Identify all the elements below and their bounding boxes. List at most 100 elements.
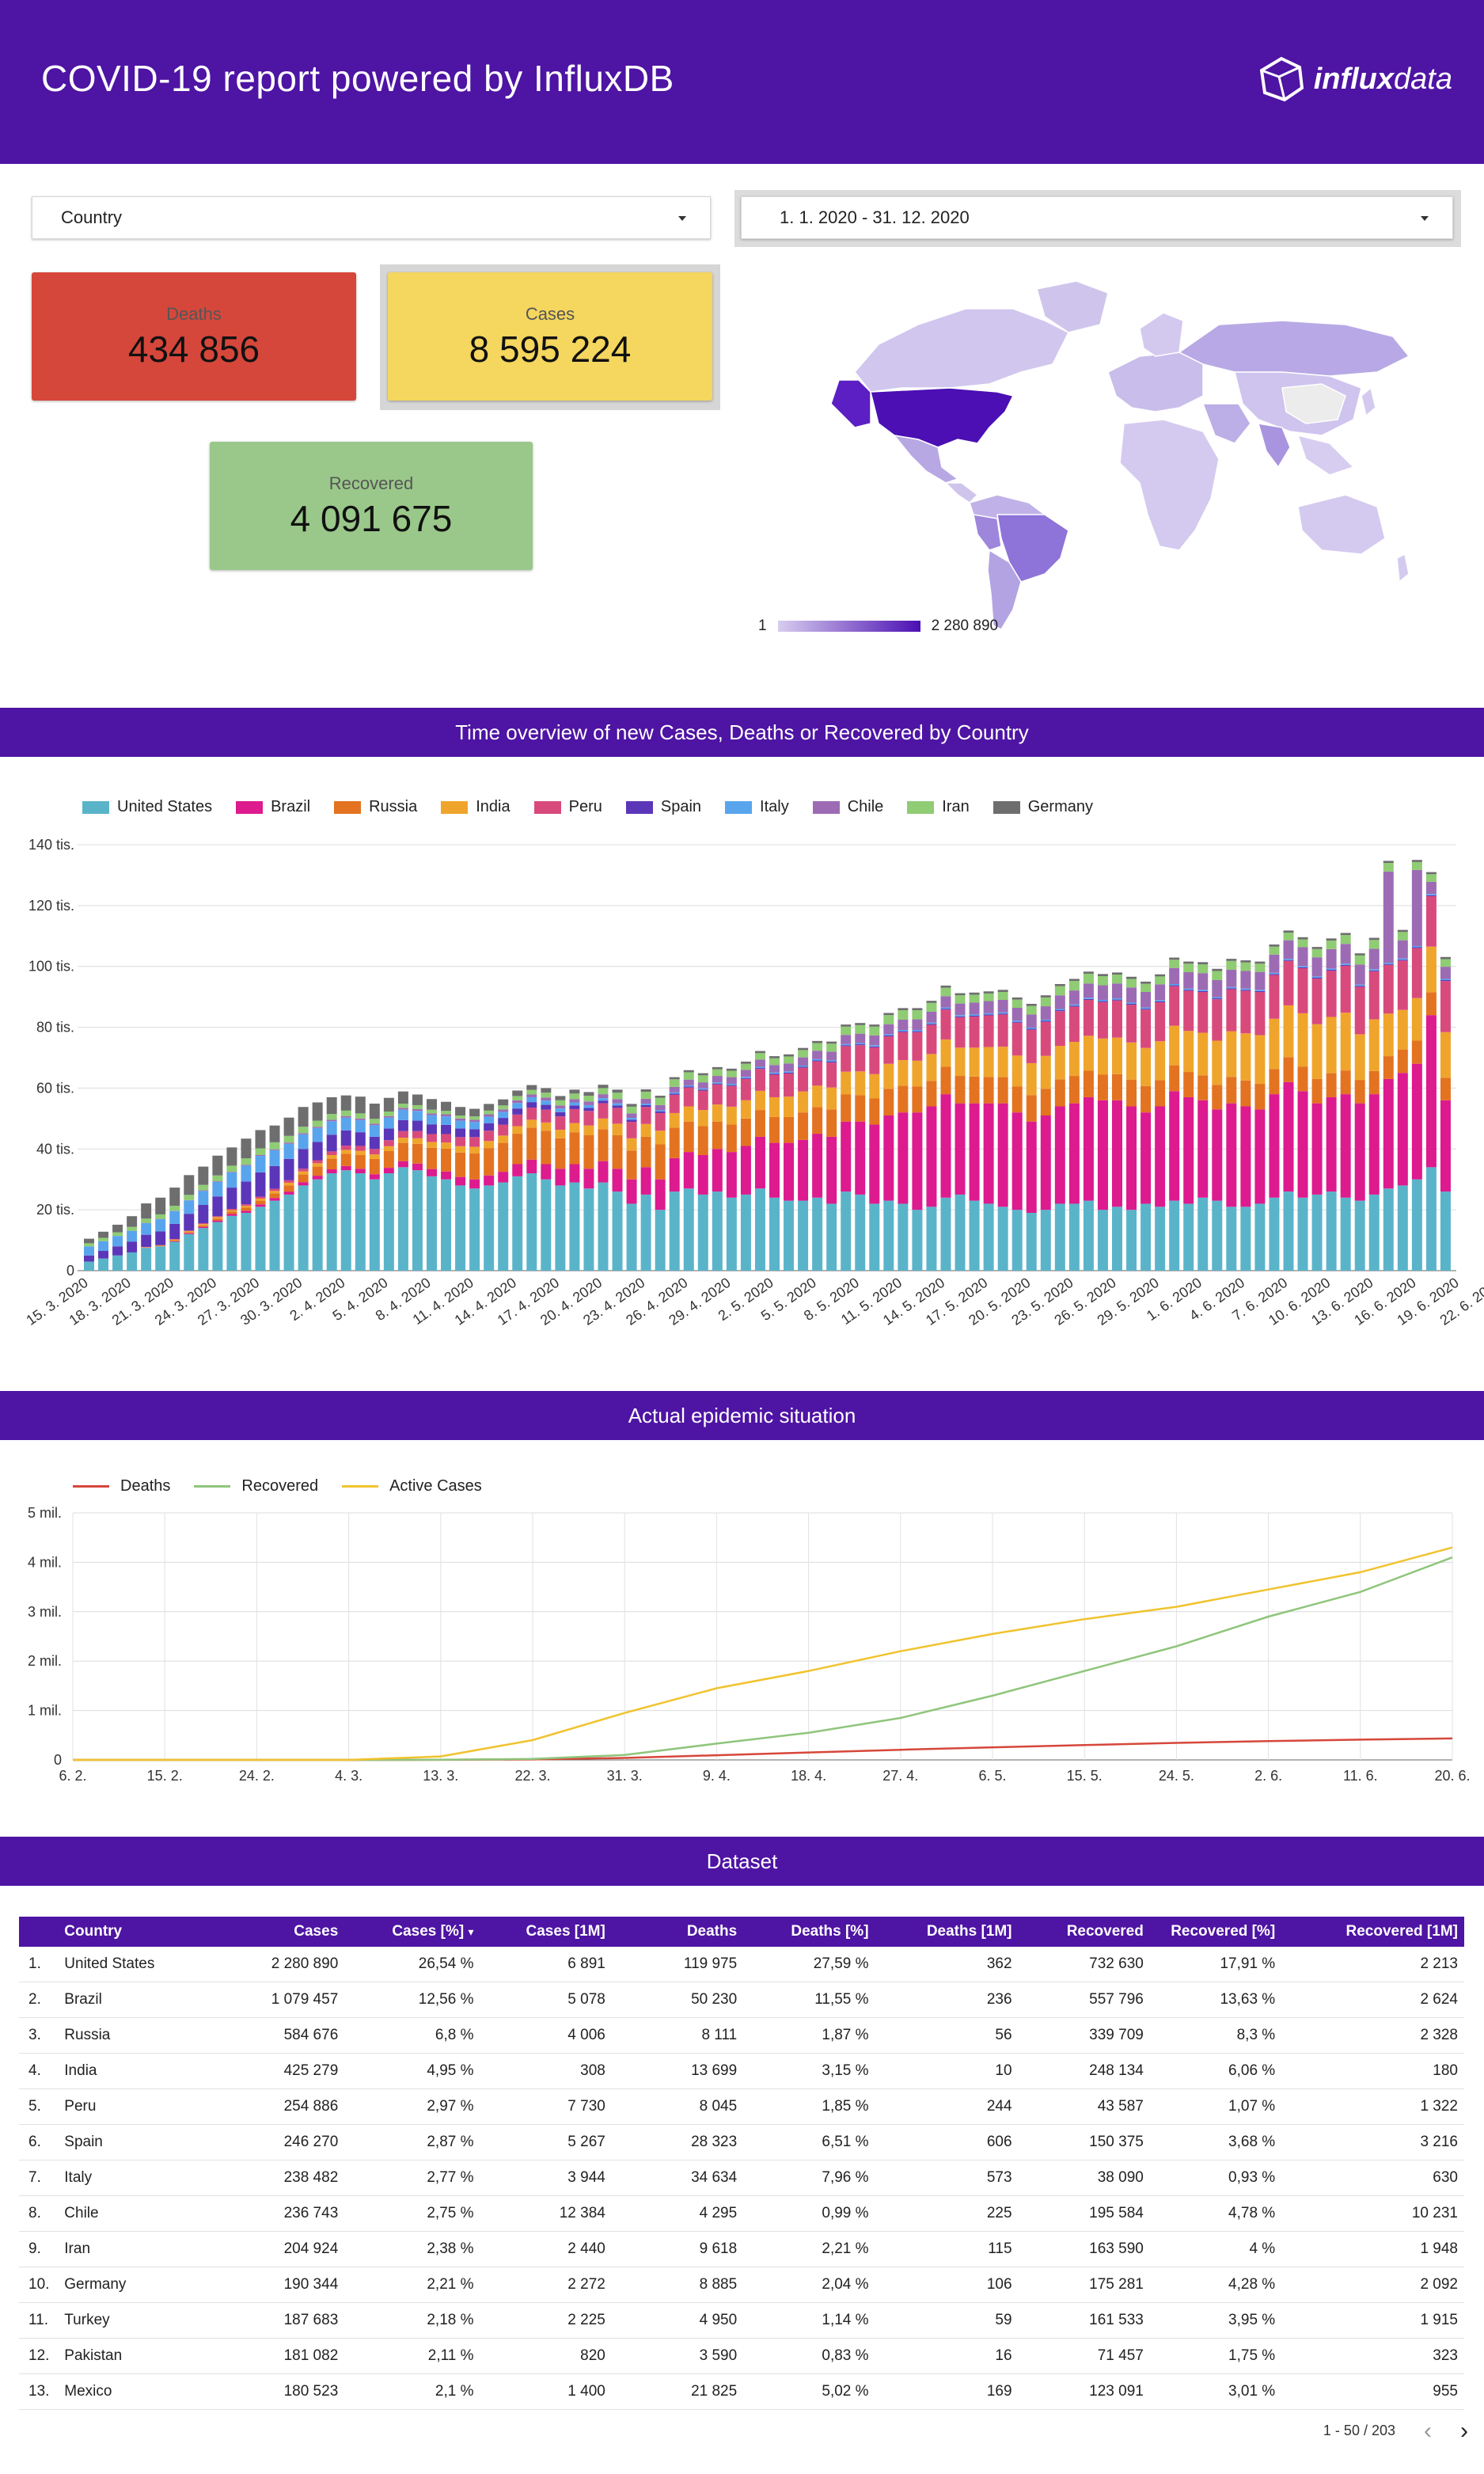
bar-segment[interactable] [812,1051,823,1059]
bar-segment[interactable] [1026,1212,1037,1271]
bar-segment[interactable] [712,1149,723,1192]
bar-segment[interactable] [1411,869,1422,946]
bar-segment[interactable] [583,1101,594,1105]
bar-segment[interactable] [1141,1203,1152,1271]
bar-segment[interactable] [1169,957,1180,960]
bar-segment[interactable] [1440,979,1451,981]
bar-segment[interactable] [1240,960,1251,963]
bar-segment[interactable] [1054,986,1065,996]
bar-segment[interactable] [269,1200,280,1271]
bar-segment[interactable] [1226,989,1237,1032]
bar-segment[interactable] [826,1041,837,1044]
bar-segment[interactable] [541,1093,552,1098]
bar-segment[interactable] [127,1241,138,1252]
bar-segment[interactable] [326,1121,337,1135]
bar-segment[interactable] [669,1112,680,1128]
bar-segment[interactable] [255,1207,266,1271]
bar-segment[interactable] [1368,1070,1380,1095]
bar-segment[interactable] [983,1103,994,1204]
bar-segment[interactable] [1411,1063,1422,1180]
bar-segment[interactable] [898,1203,909,1271]
bar-segment[interactable] [226,1214,237,1216]
bar-segment[interactable] [983,1077,994,1104]
bar-segment[interactable] [241,1207,252,1211]
bar-segment[interactable] [455,1185,466,1271]
bar-segment[interactable] [369,1179,380,1271]
bar-segment[interactable] [1212,998,1223,1000]
bar-segment[interactable] [940,1039,951,1067]
bar-segment[interactable] [512,1134,523,1165]
bar-segment[interactable] [1269,1069,1280,1095]
bar-segment[interactable] [1183,990,1194,1032]
bar-segment[interactable] [383,1168,394,1174]
bar-segment[interactable] [1026,1005,1037,1015]
bar-segment[interactable] [726,1070,737,1077]
bar-segment[interactable] [997,991,1008,1000]
bar-segment[interactable] [355,1096,366,1114]
bar-segment[interactable] [241,1181,252,1205]
bar-segment[interactable] [655,1131,666,1145]
bar-segment[interactable] [612,1108,623,1124]
bar-segment[interactable] [427,1169,437,1176]
bar-segment[interactable] [969,1002,980,1015]
bar-segment[interactable] [869,1124,880,1204]
bar-segment[interactable] [555,1105,566,1109]
bar-segment[interactable] [697,1075,708,1083]
bar-segment[interactable] [383,1146,394,1151]
stacked-bar-chart[interactable]: 0 20 tis. 40 tis. 60 tis. 80 tis. 100 tis. 120… [0,823,1484,1346]
bar-segment[interactable] [1141,1112,1152,1204]
bar-segment[interactable] [640,1104,651,1108]
bar-segment[interactable] [369,1125,380,1137]
bar-segment[interactable] [112,1224,123,1233]
bar-segment[interactable] [740,1078,751,1100]
bar-segment[interactable] [798,1066,809,1068]
bar-segment[interactable] [1425,1015,1437,1168]
bar-segment[interactable] [1155,1001,1166,1003]
bar-segment[interactable] [997,999,1008,1013]
bar-segment[interactable] [1155,1207,1166,1271]
bar-segment[interactable] [969,1015,980,1017]
bar-segment[interactable] [683,1087,694,1107]
bar-segment[interactable] [598,1129,609,1161]
bar-segment[interactable] [983,1203,994,1271]
bar-segment[interactable] [526,1085,537,1090]
col-header-deaths-pct[interactable]: Deaths [%] [791,1923,869,1940]
bar-segment[interactable] [1112,975,1122,984]
bar-segment[interactable] [1197,973,1209,990]
bar-segment[interactable] [1183,1203,1194,1271]
bar-segment[interactable] [355,1154,366,1169]
bar-segment[interactable] [969,1200,980,1271]
bar-segment[interactable] [1383,871,1394,963]
bar-segment[interactable] [1240,1106,1251,1207]
bar-segment[interactable] [940,987,951,997]
bar-segment[interactable] [841,1045,852,1047]
bar-segment[interactable] [784,1071,795,1073]
bar-segment[interactable] [1183,1031,1194,1073]
bar-segment[interactable] [269,1193,280,1199]
bar-segment[interactable] [1269,1197,1280,1271]
bar-segment[interactable] [1026,1014,1037,1028]
bar-segment[interactable] [512,1096,523,1100]
bar-segment[interactable] [1126,1005,1137,1043]
bar-segment[interactable] [754,1053,765,1060]
bar-segment[interactable] [441,1124,452,1134]
world-map[interactable] [807,277,1417,633]
bar-segment[interactable] [1126,1003,1137,1005]
bar-segment[interactable] [583,1188,594,1271]
bar-segment[interactable] [926,1024,937,1055]
bar-segment[interactable] [841,1071,852,1095]
bar-segment[interactable] [326,1154,337,1159]
bar-segment[interactable] [1155,976,1166,985]
bar-segment[interactable] [812,1134,823,1198]
bar-segment[interactable] [1212,1200,1223,1271]
bar-segment[interactable] [640,1107,651,1124]
bar-segment[interactable] [326,1134,337,1152]
bar-segment[interactable] [169,1241,180,1242]
bar-segment[interactable] [1326,1017,1337,1074]
bar-segment[interactable] [726,1085,737,1107]
bar-segment[interactable] [855,1033,866,1043]
bar-segment[interactable] [1112,1207,1122,1271]
bar-segment[interactable] [669,1157,680,1192]
bar-segment[interactable] [1425,1167,1437,1271]
bar-segment[interactable] [427,1113,437,1115]
